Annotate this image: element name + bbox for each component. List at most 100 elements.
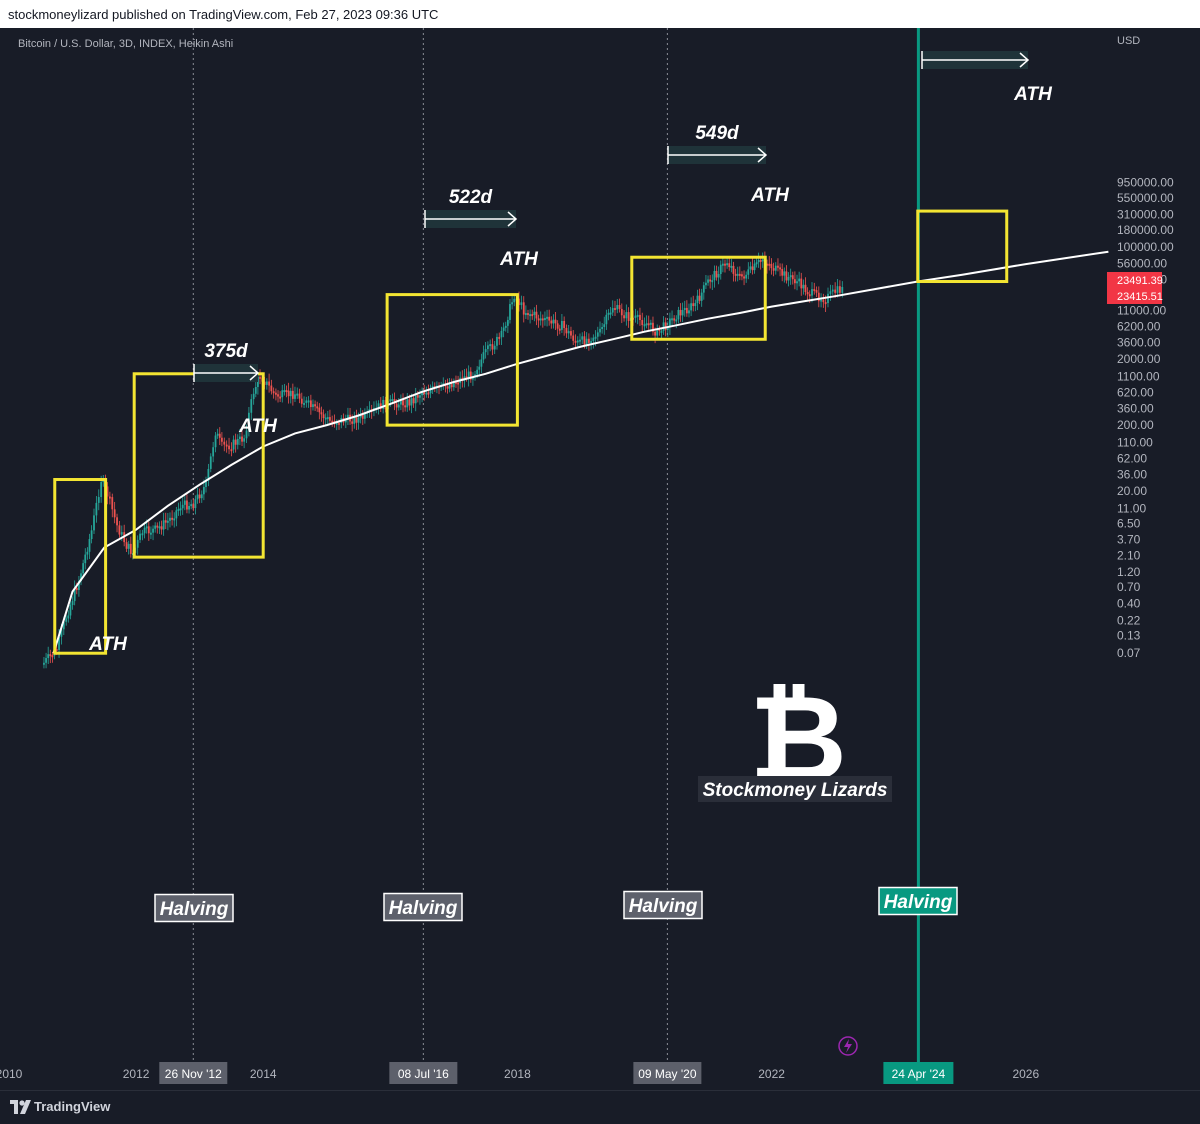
price-chart[interactable]: Bitcoin / U.S. Dollar, 3D, INDEX, Heikin… [0, 28, 1200, 1090]
y-tick-label: 6.50 [1117, 516, 1141, 530]
candle-body [305, 400, 308, 403]
y-tick-label: 550000.00 [1117, 191, 1174, 205]
candle-body [554, 319, 557, 324]
candle-body [214, 435, 217, 448]
candle-body [384, 399, 387, 410]
halving-label: Halving [389, 898, 458, 919]
candle-body [728, 263, 731, 268]
x-axis: 2010 2012 2014 2018 2022 2026 [0, 1067, 1039, 1081]
candle-body [730, 265, 733, 268]
candle-body [71, 601, 74, 605]
candle-body [414, 395, 417, 404]
candle-body [574, 340, 577, 343]
candle-body [312, 404, 314, 408]
candle-body [160, 526, 163, 530]
candle-body [78, 581, 80, 590]
candle-body [813, 289, 816, 292]
candle-body [427, 392, 430, 395]
candle-body [627, 312, 630, 321]
candle-body [482, 352, 485, 360]
candle-body [681, 310, 684, 316]
candle-body [713, 270, 716, 281]
candle-body [141, 533, 144, 536]
candle-body [338, 422, 340, 425]
candle-body [397, 404, 400, 408]
candle-body [759, 259, 762, 262]
brand-label: TradingView [34, 1099, 111, 1114]
duration-arrow-head [249, 365, 260, 381]
halving-labels: Halving Halving Halving Halving [154, 886, 958, 923]
y-tick-label: 100000.00 [1117, 240, 1174, 254]
halving-label-box [383, 892, 463, 922]
candle-body [831, 289, 834, 292]
candle-body [289, 390, 292, 397]
candle-body [548, 316, 551, 321]
candle-body [783, 271, 786, 276]
candle-body [406, 399, 409, 408]
candle-body [45, 658, 47, 663]
candle-body [520, 302, 523, 306]
candle-body [283, 390, 286, 393]
candle-body [787, 277, 790, 281]
candle-body [579, 339, 581, 342]
regression-curve [52, 250, 1109, 654]
candle-body [738, 273, 741, 276]
candle-body [502, 327, 505, 331]
candle-body [607, 312, 610, 315]
ath-label: ATH [88, 634, 128, 655]
candle-body [281, 390, 284, 398]
candle-body [147, 526, 150, 534]
candle-body [751, 266, 754, 271]
candle-body [51, 655, 54, 658]
candle-body [504, 325, 507, 328]
candle-body [60, 629, 63, 637]
candle-body [658, 328, 661, 331]
candle-body [294, 394, 296, 399]
candle-body [82, 563, 85, 574]
y-tick-label: 11000.00 [1117, 303, 1166, 317]
candle-body [522, 302, 525, 315]
candle-body [743, 276, 745, 279]
y-tick-label: 1.20 [1117, 565, 1141, 579]
candle-body [347, 414, 349, 420]
candle-body [97, 497, 100, 503]
candle-body [673, 318, 676, 321]
candle-body [73, 588, 76, 602]
candle-body [329, 417, 331, 421]
y-tick-label: 36.00 [1117, 467, 1147, 481]
y-axis-unit: USD [1117, 35, 1140, 47]
candle-body [652, 322, 654, 332]
halving-date-badge [159, 1062, 228, 1084]
candle-body [798, 278, 801, 282]
halving-date-label: 26 Nov '12 [165, 1067, 222, 1081]
candle-body [205, 480, 207, 488]
candle-body [531, 314, 534, 317]
candle-body [836, 286, 839, 293]
candle-body [220, 437, 223, 442]
candle-body [152, 528, 154, 533]
y-tick-label: 950000.00 [1117, 175, 1174, 189]
candle-body [587, 338, 590, 343]
candle-body [118, 525, 121, 535]
lightning-icon[interactable] [838, 1036, 858, 1056]
halving-date-label: 24 Apr '24 [892, 1067, 946, 1081]
candle-body [143, 527, 146, 534]
candle-body [320, 412, 323, 415]
chart-area[interactable]: Bitcoin / U.S. Dollar, 3D, INDEX, Heikin… [0, 28, 1200, 1090]
candle-body [692, 303, 695, 307]
candle-body [450, 384, 453, 388]
duration-label: 522d [449, 187, 493, 208]
candle-body [230, 449, 233, 452]
candle-body [749, 266, 752, 270]
candle-body [67, 615, 70, 619]
candle-body [382, 399, 385, 409]
price-tags: 23491.39 23415.51 [1107, 272, 1163, 304]
candle-body [363, 413, 366, 419]
candle-body [408, 399, 411, 406]
candle-body [724, 263, 726, 266]
candle-body [47, 654, 50, 659]
cycle-box [630, 255, 767, 341]
candle-body [732, 265, 735, 274]
candle-body [368, 409, 371, 412]
candle-body [656, 328, 659, 336]
